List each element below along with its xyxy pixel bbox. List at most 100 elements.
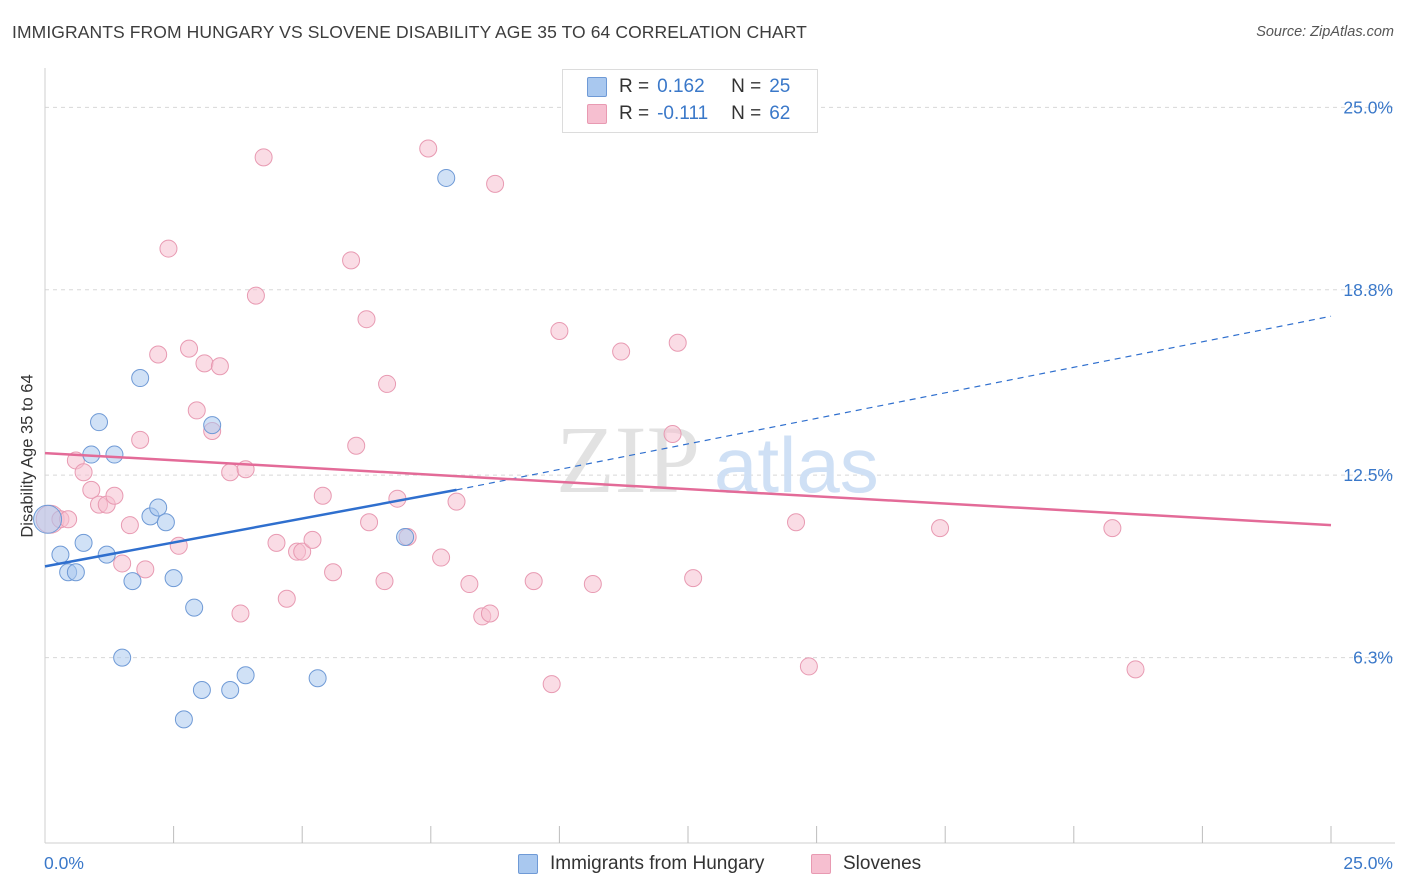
slovenes-point <box>550 321 569 340</box>
slovenes-point <box>195 354 214 373</box>
bottom-legend-slovenes[interactable]: Slovenes <box>811 852 921 876</box>
hungary-point <box>149 498 168 517</box>
x-tick-label-max: 25.0% <box>1343 853 1393 873</box>
legend-n-label: N = <box>731 103 762 124</box>
hungary-point <box>123 572 142 591</box>
slovenes-point <box>231 604 250 623</box>
hungary-point <box>203 416 222 435</box>
hungary-point <box>156 513 175 532</box>
slovenes-point <box>1126 660 1145 679</box>
source-credit: Source: ZipAtlas.com <box>1256 24 1394 40</box>
hungary-point <box>131 369 150 388</box>
series-hungary-points <box>33 168 456 729</box>
hungary-point <box>51 545 70 564</box>
slovenes-point <box>668 333 687 352</box>
slovenes-point <box>277 589 296 608</box>
slovenes-point <box>542 675 561 694</box>
slovenes-point <box>293 542 312 561</box>
slovenes-point <box>113 554 132 573</box>
hungary-point <box>174 710 193 729</box>
slovenes-point <box>524 572 543 591</box>
slovenes-point <box>59 510 78 529</box>
bottom-legend-label-hungary: Immigrants from Hungary <box>550 853 765 874</box>
hungary-trend-line <box>44 488 457 568</box>
slovenes-point <box>460 575 479 594</box>
slovenes-point <box>684 569 703 588</box>
slovenes-point <box>342 251 361 270</box>
chart-title: IMMIGRANTS FROM HUNGARY VS SLOVENE DISAB… <box>12 22 807 42</box>
slovenes-point <box>612 342 631 361</box>
hungary-point <box>396 527 415 546</box>
y-tick-label: 18.8% <box>1343 280 1393 300</box>
slovenes-point <box>303 530 322 549</box>
hungary-point <box>33 504 63 534</box>
slovenes-point <box>347 436 366 455</box>
hungary-trend-extension <box>456 315 1332 491</box>
hungary-point <box>221 680 240 699</box>
slovenes-point <box>360 513 379 532</box>
bottom-legend-label-slovenes: Slovenes <box>843 853 922 874</box>
hungary-point <box>164 569 183 588</box>
slovenes-point <box>787 513 806 532</box>
hungary-point <box>105 445 124 464</box>
slovenes-point <box>663 424 682 443</box>
tick-labels: 6.3% 12.5% 18.8% 25.0% 0.0% 25.0% <box>44 97 1393 873</box>
slovenes-point <box>187 401 206 420</box>
slovenes-point <box>210 357 229 376</box>
trend-layer <box>44 315 1332 568</box>
legend-swatch-slovenes <box>587 104 607 124</box>
slovenes-point <box>583 575 602 594</box>
series-slovenes-points <box>35 92 1145 694</box>
slovenes-point <box>254 148 273 167</box>
slovenes-point <box>120 516 139 535</box>
slovenes-point <box>480 604 499 623</box>
hungary-point <box>236 666 255 685</box>
legend-n-label: N = <box>731 76 762 97</box>
slovenes-point <box>267 533 286 552</box>
slovenes-point <box>378 374 397 393</box>
hungary-point <box>308 669 327 688</box>
slovenes-point <box>799 657 818 676</box>
slovenes-point <box>74 463 93 482</box>
slovenes-point <box>136 560 155 579</box>
slovenes-point <box>1103 519 1122 538</box>
slovenes-point <box>246 286 265 305</box>
slovenes-point <box>180 339 199 358</box>
hungary-point <box>437 168 456 187</box>
slovenes-point <box>221 463 240 482</box>
slovenes-point <box>313 486 332 505</box>
legend-r-label: R = <box>619 76 650 97</box>
legend-r-value: 0.162 <box>657 76 705 97</box>
slovenes-point <box>149 345 168 364</box>
y-tick-label: 12.5% <box>1343 465 1393 485</box>
watermark-zip: ZIP <box>556 406 700 513</box>
hungary-point <box>66 563 85 582</box>
hungary-point <box>74 533 93 552</box>
slovenes-point <box>105 486 124 505</box>
hungary-point <box>192 680 211 699</box>
hungary-point <box>113 648 132 667</box>
y-tick-label: 6.3% <box>1353 648 1393 668</box>
axis-layer <box>44 68 1395 844</box>
bottom-legend-hungary[interactable]: Immigrants from Hungary <box>518 852 764 876</box>
legend-r-value: -0.111 <box>657 103 709 124</box>
slovenes-point <box>159 239 178 258</box>
legend-row-slovenes: R = -0.111 N = 62 <box>587 101 790 127</box>
legend-swatch-hungary <box>587 77 607 97</box>
legend-r-label: R = <box>619 103 650 124</box>
grid-layer <box>45 106 1395 659</box>
bottom-legend-swatch-hungary <box>518 854 538 874</box>
slovenes-trend-line <box>44 451 1332 527</box>
slovenes-point <box>324 563 343 582</box>
y-axis-label: Disability Age 35 to 64 <box>18 374 37 538</box>
slovenes-point <box>357 310 376 329</box>
correlation-legend: R = 0.162 N = 25 R = -0.111 N = 62 <box>562 69 818 133</box>
slovenes-point <box>131 430 150 449</box>
slovenes-point <box>82 480 101 499</box>
slovenes-point <box>486 174 505 193</box>
legend-row-hungary: R = 0.162 N = 25 <box>587 74 790 100</box>
hungary-point <box>90 413 109 432</box>
y-tick-label: 25.0% <box>1343 97 1393 117</box>
hungary-point <box>185 598 204 617</box>
